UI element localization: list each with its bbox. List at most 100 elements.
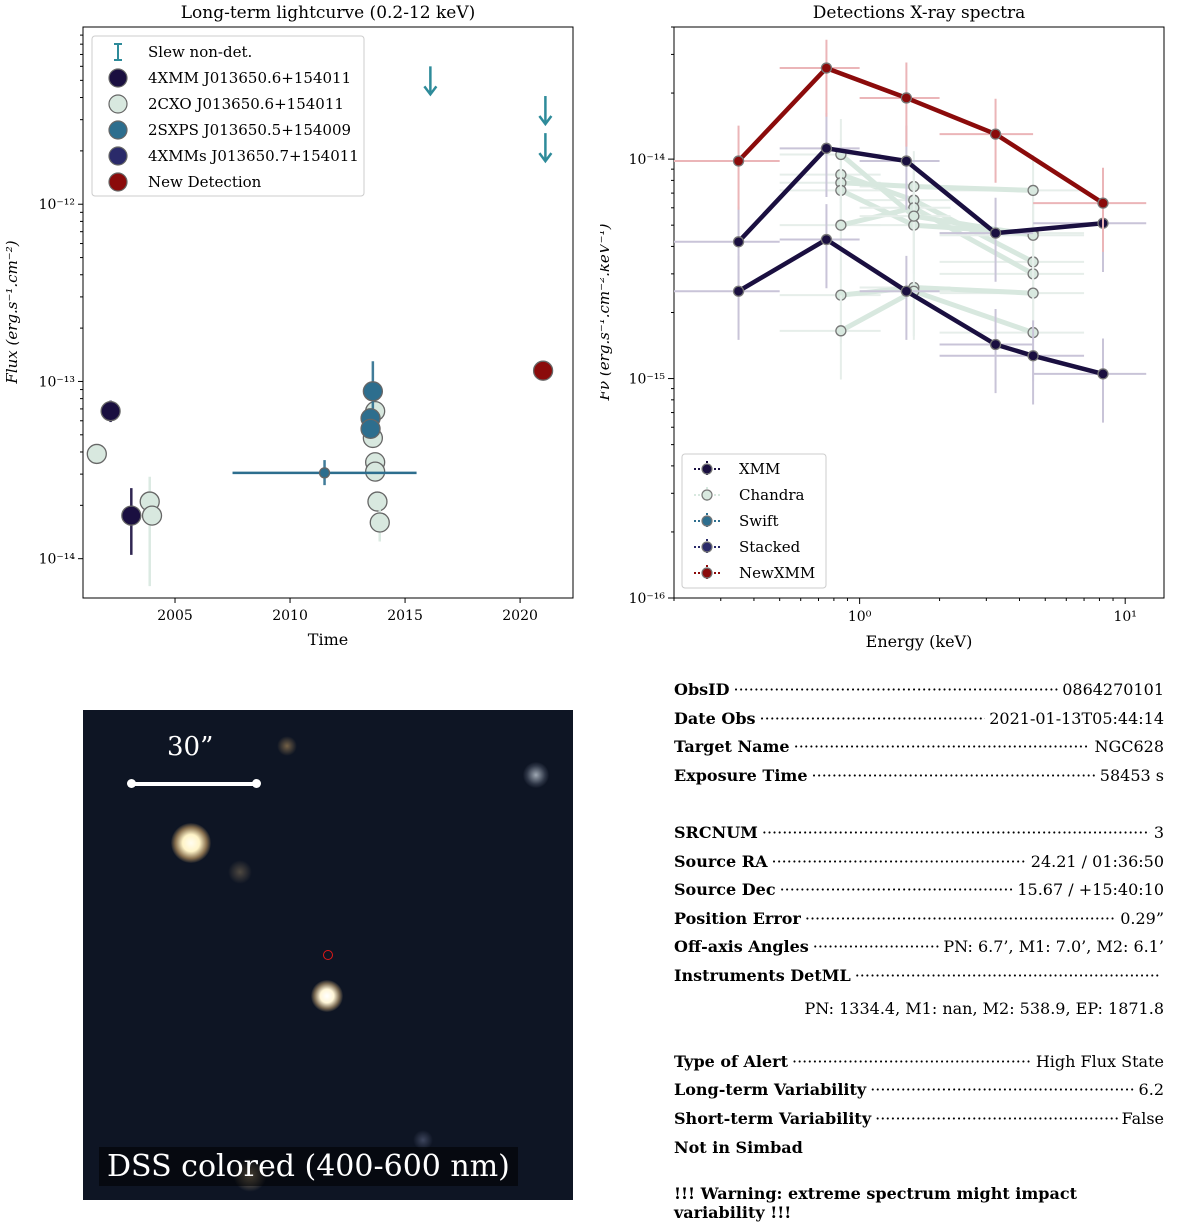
spectrum-chart: Detections X-ray spectra Energy (keV) Fν… (600, 3, 1165, 651)
info-value: 6.2 (1138, 1080, 1164, 1100)
data-point (365, 461, 386, 482)
info-row: Instruments DetML (674, 966, 1164, 995)
upper-limit-arrow (423, 85, 438, 97)
leader-dots (772, 852, 1027, 871)
info-value: 0.29” (1120, 908, 1164, 928)
info-row: Position Error 0.29” (674, 909, 1164, 938)
scale-bar-end (127, 779, 136, 788)
info-row: Date Obs 2021-01-13T05:44:14 (674, 709, 1164, 738)
x-tick-label: 10¹ (1113, 609, 1136, 625)
legend-marker (108, 172, 128, 192)
info-key: Date Obs (674, 708, 756, 728)
legend-label: NewXMM (739, 564, 815, 582)
legend-label: 4XMMs J013650.7+154011 (148, 147, 359, 165)
series-line (737, 237, 1104, 377)
info-row: Type of Alert High Flux State (674, 1052, 1164, 1081)
legend-marker (108, 146, 128, 166)
legend-marker (108, 120, 128, 140)
info-value: 24.21 / 01:36:50 (1030, 851, 1164, 871)
legend-box (681, 453, 827, 589)
leader-dots (870, 1080, 1134, 1099)
y-tick-label: 10⁻¹³ (39, 374, 75, 390)
data-point (820, 233, 833, 246)
data-point (732, 155, 745, 167)
info-value: High Flux State (1035, 1051, 1164, 1071)
data-point (732, 236, 745, 248)
leader-dots (805, 909, 1116, 928)
leader-dots (855, 966, 1160, 985)
data-point (835, 219, 847, 231)
x-tick-label: 2010 (272, 608, 308, 624)
info-value: 0864270101 (1062, 680, 1164, 699)
y-tick-label: 10⁻¹⁵ (629, 372, 666, 388)
info-key: Type of Alert (674, 1051, 788, 1071)
info-key: SRCNUM (674, 822, 758, 842)
info-row: Long-term Variability 6.2 (674, 1080, 1164, 1109)
leader-dots (875, 1109, 1118, 1128)
simbad-status: Not in Simbad (674, 1138, 1164, 1167)
dss-image: 30” DSS colored (400-600 nm) (83, 710, 573, 1200)
leader-dots (812, 766, 1096, 785)
leader-dots (780, 880, 1014, 899)
data-point (141, 505, 163, 526)
data-point (367, 491, 388, 512)
leader-dots (794, 737, 1091, 756)
legend-label: 2CXO J013650.6+154011 (148, 95, 344, 113)
data-point (360, 418, 381, 440)
info-row: Off-axis Angles PN: 6.7’, M1: 7.0’, M2: 6… (674, 937, 1164, 966)
star (228, 860, 252, 884)
data-point (989, 227, 1002, 239)
info-key: Off-axis Angles (674, 937, 809, 957)
info-key: Exposure Time (674, 765, 808, 785)
legend-marker (701, 489, 713, 501)
x-tick-label: 2005 (157, 608, 193, 624)
data-point (900, 92, 913, 104)
info-key: Short-term Variability (674, 1108, 872, 1128)
info-row: Source RA 24.21 / 01:36:50 (674, 852, 1164, 881)
data-point (900, 155, 913, 167)
leader-dots (762, 823, 1150, 842)
data-point (1027, 350, 1039, 362)
info-value: NGC628 (1094, 737, 1164, 757)
lightcurve-chart: Long-term lightcurve (0.2-12 keV) Time F… (3, 3, 574, 649)
data-point (369, 512, 390, 533)
info-value: 2021-01-13T05:44:14 (989, 708, 1164, 728)
x-tick-label: 2020 (502, 608, 538, 624)
upper-limit-arrow (538, 152, 553, 164)
legend-label: 4XMM J013650.6+154011 (148, 69, 351, 87)
data-point (989, 338, 1002, 351)
info-value: 58453 s (1099, 765, 1164, 785)
data-point (1097, 197, 1109, 209)
lightcurve-legend: Slew non-det. 4XMM J013650.6+154011 2CXO J… (91, 35, 365, 197)
x-tick-label: 2015 (387, 608, 423, 624)
scale-bar-end (252, 779, 261, 788)
data-point (1097, 368, 1109, 380)
lightcurve-xlabel: Time (308, 630, 348, 649)
legend-marker (701, 541, 713, 553)
info-panel: ObsID 0864270101 Date Obs 2021-01-13T05:44:… (674, 680, 1164, 1222)
data-point (989, 128, 1002, 140)
info-row: ObsID 0864270101 (674, 680, 1164, 709)
data-point (1027, 287, 1039, 299)
info-key: Source RA (674, 851, 768, 871)
scale-label: 30” (167, 732, 214, 762)
legend-label: Stacked (739, 538, 801, 556)
legend-box (91, 35, 365, 197)
star (171, 823, 211, 863)
leader-dots (760, 709, 986, 728)
data-point (362, 381, 384, 402)
legend-label: Slew non-det. (148, 43, 252, 61)
star (311, 980, 343, 1012)
data-point (835, 325, 847, 337)
info-value: 3 (1153, 822, 1164, 842)
data-point (900, 285, 913, 297)
legend-label: XMM (739, 460, 780, 478)
leader-dots (734, 680, 1059, 699)
legend-label: Swift (739, 512, 779, 530)
info-row: Exposure Time 58453 s (674, 766, 1164, 795)
data-point (100, 400, 121, 422)
info-value: False (1121, 1108, 1164, 1128)
y-tick-label: 10⁻¹⁴ (39, 552, 76, 568)
spectrum-xlabel: Energy (keV) (866, 632, 973, 651)
info-row: SRCNUM 3 (674, 823, 1164, 852)
